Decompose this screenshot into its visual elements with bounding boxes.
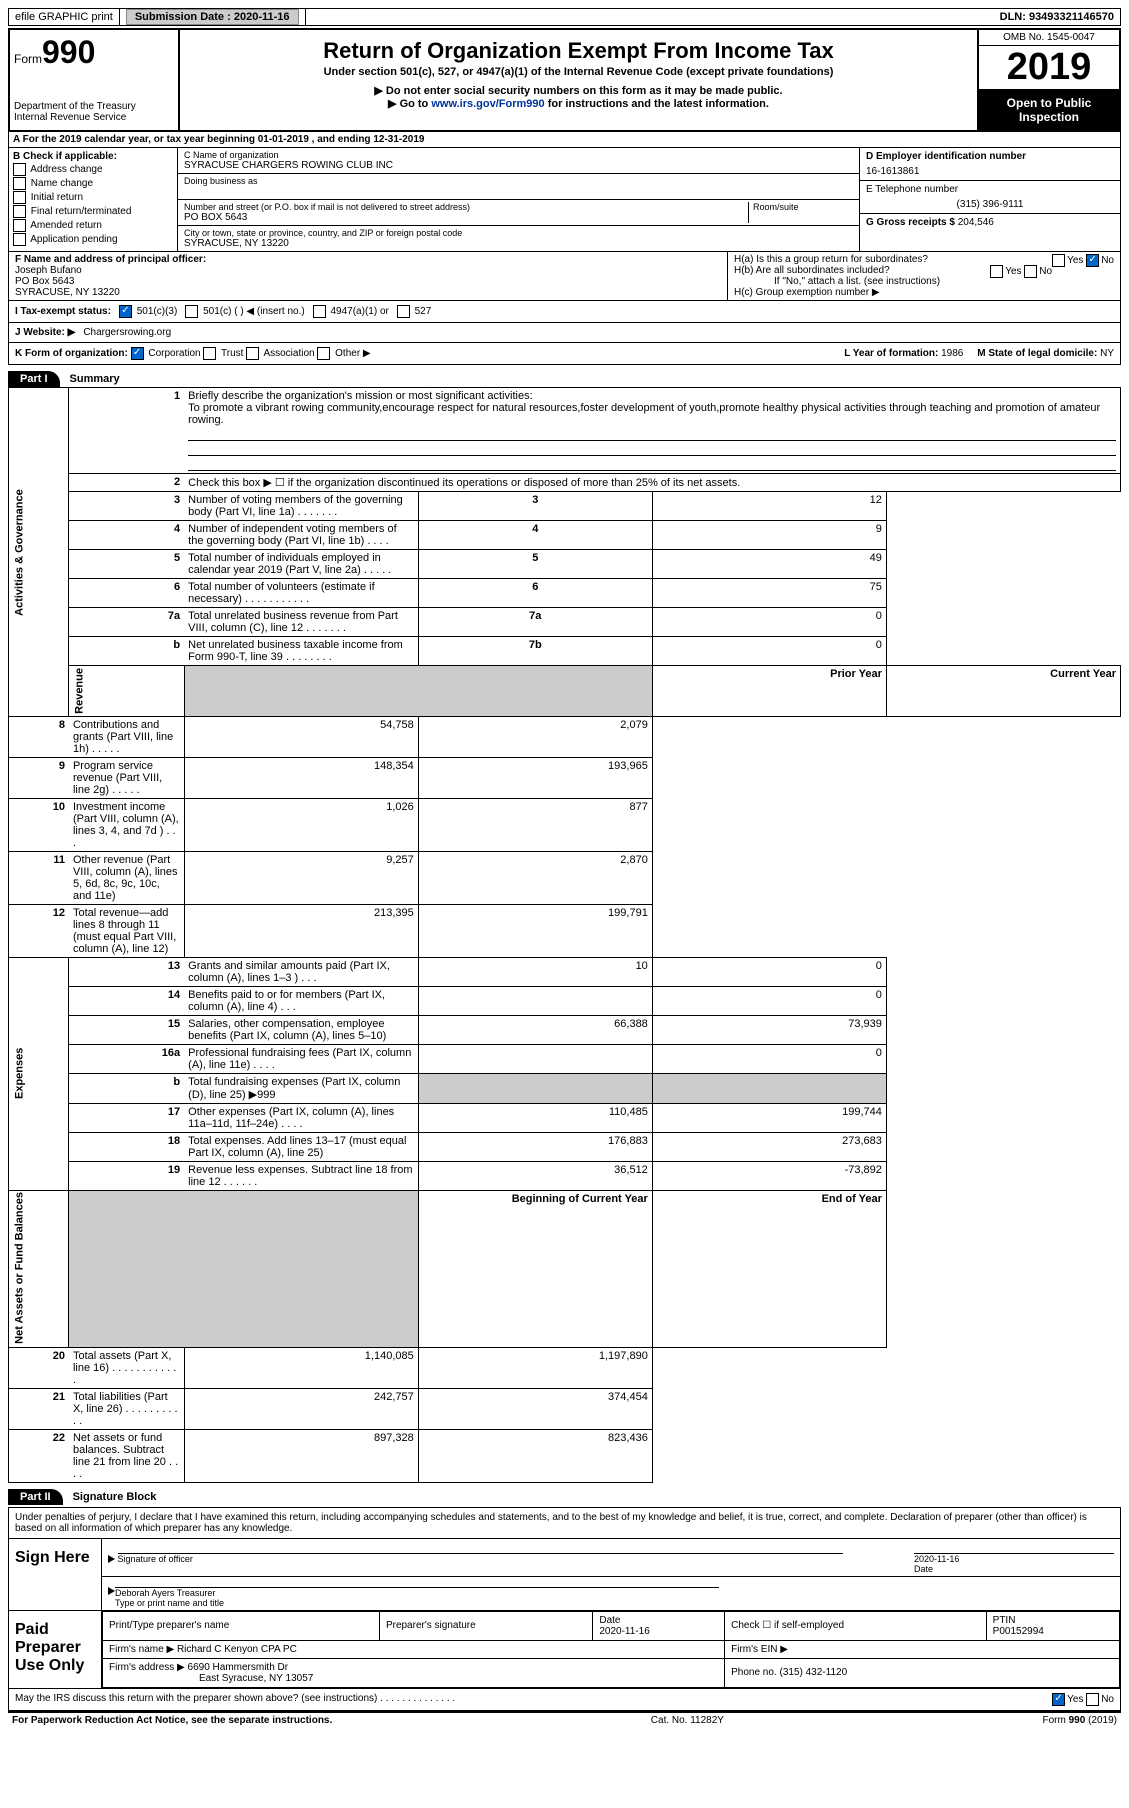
submission-date-btn: Submission Date : 2020-11-16 <box>126 9 299 25</box>
side-revenue: Revenue <box>69 666 184 717</box>
sig-intro: Under penalties of perjury, I declare th… <box>9 1508 1120 1538</box>
open-public: Open to Public Inspection <box>979 90 1119 130</box>
part1-header: Part I Summary <box>8 371 1121 387</box>
part2-tab: Part II <box>8 1489 63 1505</box>
signature-block: Under penalties of perjury, I declare th… <box>8 1507 1121 1711</box>
addr-row: Number and street (or P.O. box if mail i… <box>178 200 859 226</box>
table-row: 11Other revenue (Part VIII, column (A), … <box>9 851 1121 904</box>
arrow-icon <box>108 1587 115 1595</box>
table-row: 8Contributions and grants (Part VIII, li… <box>9 716 1121 757</box>
form-version: Form 990 (2019) <box>1043 1715 1117 1726</box>
table-row: 19Revenue less expenses. Subtract line 1… <box>9 1161 1121 1190</box>
side-netassets: Net Assets or Fund Balances <box>9 1190 69 1347</box>
form-header-mid: Return of Organization Exempt From Incom… <box>180 30 977 130</box>
check-final: Final return/terminated <box>13 205 173 218</box>
section-f: F Name and address of principal officer:… <box>9 252 728 300</box>
table-row: 12Total revenue—add lines 8 through 11 (… <box>9 904 1121 957</box>
table-row: 10Investment income (Part VIII, column (… <box>9 798 1121 851</box>
form-title: Return of Organization Exempt From Incom… <box>186 38 971 64</box>
irs-link[interactable]: www.irs.gov/Form990 <box>431 98 544 110</box>
section-c: C Name of organization SYRACUSE CHARGERS… <box>178 148 859 251</box>
check-address: Address change <box>13 163 173 176</box>
info-grid: B Check if applicable: Address change Na… <box>8 148 1121 252</box>
check-name: Name change <box>13 177 173 190</box>
check-amended: Amended return <box>13 219 173 232</box>
table-row: 17Other expenses (Part IX, column (A), l… <box>9 1103 1121 1132</box>
hb-note: If "No," attach a list. (see instruction… <box>734 276 1114 287</box>
dba-row: Doing business as <box>178 174 859 200</box>
omb-number: OMB No. 1545-0047 <box>979 30 1119 46</box>
submission-date: Submission Date : 2020-11-16 <box>120 9 306 25</box>
tel-row: E Telephone number (315) 396-9111 <box>860 181 1120 214</box>
part2-title: Signature Block <box>63 1491 157 1503</box>
paid-preparer-label: Paid Preparer Use Only <box>9 1611 102 1688</box>
city-row: City or town, state or province, country… <box>178 226 859 251</box>
table-row: 16aProfessional fundraising fees (Part I… <box>9 1044 1121 1073</box>
summary-table: Activities & Governance 1 Briefly descri… <box>8 387 1121 1483</box>
table-row: 3Number of voting members of the governi… <box>9 492 1121 521</box>
section-h: H(a) Is this a group return for subordin… <box>728 252 1120 300</box>
side-expenses: Expenses <box>9 957 69 1190</box>
gross-row: G Gross receipts $ 204,546 <box>860 214 1120 231</box>
section-k: K Form of organization: Corporation Trus… <box>8 343 1121 365</box>
hc-row: H(c) Group exemption number ▶ <box>734 287 1114 298</box>
dept-treasury: Department of the Treasury Internal Reve… <box>14 101 174 123</box>
line-a: A For the 2019 calendar year, or tax yea… <box>8 132 1121 148</box>
ha-row: H(a) Is this a group return for subordin… <box>734 254 1114 265</box>
table-row: 4Number of independent voting members of… <box>9 521 1121 550</box>
cat-number: Cat. No. 11282Y <box>651 1715 724 1726</box>
form-note1: ▶ Do not enter social security numbers o… <box>186 84 971 97</box>
table-row: 6Total number of volunteers (estimate if… <box>9 579 1121 608</box>
section-i: I Tax-exempt status: 501(c)(3) 501(c) ( … <box>8 301 1121 323</box>
arrow-icon <box>108 1555 115 1563</box>
part1-title: Summary <box>60 373 120 385</box>
section-b: B Check if applicable: Address change Na… <box>9 148 178 251</box>
tax-year: 2019 <box>979 46 1119 90</box>
table-row: 9Program service revenue (Part VIII, lin… <box>9 757 1121 798</box>
side-governance: Activities & Governance <box>9 388 69 717</box>
sign-here-label: Sign Here <box>9 1539 102 1610</box>
dln: DLN: 93493321146570 <box>994 9 1120 25</box>
efile-header: efile GRAPHIC print Submission Date : 20… <box>8 8 1121 26</box>
form-subtitle: Under section 501(c), 527, or 4947(a)(1)… <box>186 66 971 78</box>
discuss-row: May the IRS discuss this return with the… <box>9 1688 1120 1710</box>
form-header-left: Form990 Department of the Treasury Inter… <box>10 30 180 130</box>
table-row: bNet unrelated business taxable income f… <box>9 637 1121 666</box>
section-j: J Website: ▶ Chargersrowing.org <box>8 323 1121 343</box>
table-row: Expenses13Grants and similar amounts pai… <box>9 957 1121 986</box>
table-row: 5Total number of individuals employed in… <box>9 550 1121 579</box>
table-row: 14Benefits paid to or for members (Part … <box>9 986 1121 1015</box>
table-row: 7aTotal unrelated business revenue from … <box>9 608 1121 637</box>
footer: For Paperwork Reduction Act Notice, see … <box>8 1711 1121 1728</box>
form-number: Form990 <box>14 34 174 71</box>
table-row: 18Total expenses. Add lines 13–17 (must … <box>9 1132 1121 1161</box>
section-fh: F Name and address of principal officer:… <box>8 252 1121 301</box>
form-note2: ▶ Go to www.irs.gov/Form990 for instruct… <box>186 97 971 110</box>
table-row: 21Total liabilities (Part X, line 26) . … <box>9 1388 1121 1429</box>
section-b-label: B Check if applicable: <box>13 151 173 162</box>
part2-header: Part II Signature Block <box>8 1489 1121 1505</box>
section-d: D Employer identification number 16-1613… <box>859 148 1120 251</box>
check-initial: Initial return <box>13 191 173 204</box>
preparer-table: Print/Type preparer's name Preparer's si… <box>102 1611 1120 1688</box>
form-header-right: OMB No. 1545-0047 2019 Open to Public In… <box>977 30 1119 130</box>
table-row: bTotal fundraising expenses (Part IX, co… <box>9 1073 1121 1103</box>
ein-row: D Employer identification number 16-1613… <box>860 148 1120 181</box>
efile-label: efile GRAPHIC print <box>9 9 120 25</box>
pra-notice: For Paperwork Reduction Act Notice, see … <box>12 1715 332 1726</box>
table-row: 20Total assets (Part X, line 16) . . . .… <box>9 1347 1121 1388</box>
check-pending: Application pending <box>13 233 173 246</box>
form-header: Form990 Department of the Treasury Inter… <box>8 28 1121 132</box>
part1-tab: Part I <box>8 371 60 387</box>
table-row: 15Salaries, other compensation, employee… <box>9 1015 1121 1044</box>
org-name-row: C Name of organization SYRACUSE CHARGERS… <box>178 148 859 174</box>
table-row: 22Net assets or fund balances. Subtract … <box>9 1429 1121 1482</box>
